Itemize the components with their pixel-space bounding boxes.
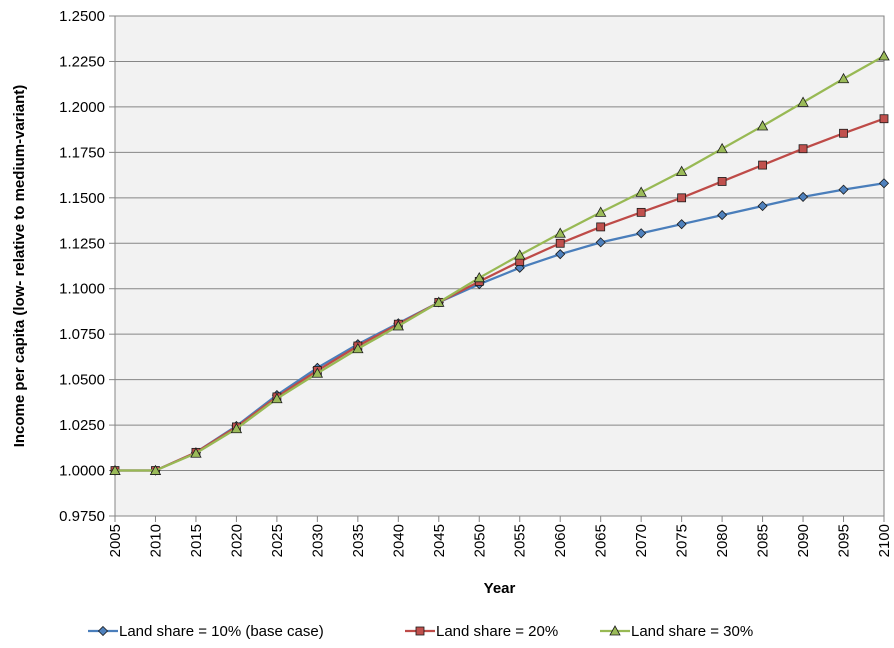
y-tick-label: 1.1750 [59,144,105,161]
data-point [596,222,606,232]
data-point [716,142,728,154]
data-point [190,447,202,458]
data-point [839,128,848,138]
x-tick-label: 2085 [755,524,772,557]
y-tick-label: 1.1250 [59,235,105,252]
x-tick-label: 2055 [512,524,529,557]
data-point [717,210,728,221]
data-point [352,342,364,354]
legend-marker [609,625,621,636]
x-tick-label: 2100 [876,524,893,557]
series-line [115,117,885,472]
y-tick-label: 1.1000 [59,281,105,298]
legend-label: Land share = 10% (base case) [119,623,324,640]
x-tick-label: 2040 [390,524,407,557]
legend: Land share = 10% (base case) Land share =… [88,623,753,640]
y-tick-label: 1.0000 [59,463,105,480]
data-point [392,320,404,331]
data-point [756,120,769,131]
x-tick-label: 2045 [431,524,448,557]
y-tick-label: 1.2000 [59,99,105,116]
y-axis-title: Income per capita (low- relative to medi… [11,85,28,448]
data-point [797,191,809,202]
data-point [473,271,485,283]
x-tick-label: 2065 [593,524,610,557]
data-point [514,249,526,260]
y-tick-label: 1.0750 [59,326,105,343]
x-tick-label: 2035 [350,524,367,557]
data-point [636,207,646,217]
y-tick-label: 1.2250 [59,53,105,70]
y-tick-label: 1.0250 [59,417,105,434]
x-tick-label: 2005 [107,524,124,557]
data-point [797,96,809,107]
data-point [230,422,243,434]
data-point [838,184,849,195]
data-point [879,114,889,124]
data-point [675,165,688,176]
x-axis-ticks: 2005 2010 2015 2020 2025 2030 2035 2040 2045 2050… [107,516,893,557]
data-point [798,144,808,154]
data-point [676,219,687,230]
y-tick-label: 0.9750 [59,508,105,525]
x-tick-label: 2015 [188,524,205,557]
data-point [837,72,850,84]
x-tick-label: 2070 [633,524,650,557]
x-tick-label: 2025 [269,524,286,557]
legend-entry-3: Land share = 30% [600,623,753,640]
data-point [433,296,445,307]
data-point [109,464,121,475]
data-point [595,206,607,217]
x-tick-label: 2090 [795,524,812,557]
series-3 [109,50,890,475]
data-point [717,177,727,186]
data-point [311,367,324,378]
x-tick-label: 2020 [228,524,245,557]
y-tick-label: 1.2500 [59,8,105,25]
data-point [677,193,687,203]
data-point [271,392,283,404]
y-axis-ticks: 0.9750 1.0000 1.0250 1.0500 1.0750 1.1000 1.12… [59,8,115,525]
x-axis-title: Year [484,580,516,597]
data-point [878,178,890,189]
legend-marker [415,626,425,636]
data-point [635,186,647,197]
data-point [555,249,566,260]
x-tick-label: 2080 [714,524,731,557]
x-tick-label: 2030 [309,524,326,557]
legend-label: Land share = 30% [631,623,753,640]
legend-entry-1: Land share = 10% (base case) [88,623,324,640]
data-point [149,464,162,475]
x-tick-label: 2050 [471,524,488,557]
legend-label: Land share = 20% [436,623,558,640]
gridlines [114,15,884,517]
data-point [595,237,606,248]
data-point [555,238,565,248]
y-tick-label: 1.1500 [59,190,105,207]
x-tick-label: 2095 [836,524,853,557]
data-point [757,200,768,212]
series-line [115,55,885,472]
data-point [554,227,566,238]
series-layer [109,50,890,476]
y-tick-label: 1.0500 [59,372,105,389]
x-tick-label: 2010 [147,524,164,557]
legend-marker [97,625,109,637]
x-tick-label: 2060 [552,524,569,557]
data-point [878,50,890,61]
x-tick-label: 2075 [674,524,691,557]
data-point [758,160,767,170]
legend-entry-2: Land share = 20% [405,623,558,640]
data-point [636,228,647,239]
